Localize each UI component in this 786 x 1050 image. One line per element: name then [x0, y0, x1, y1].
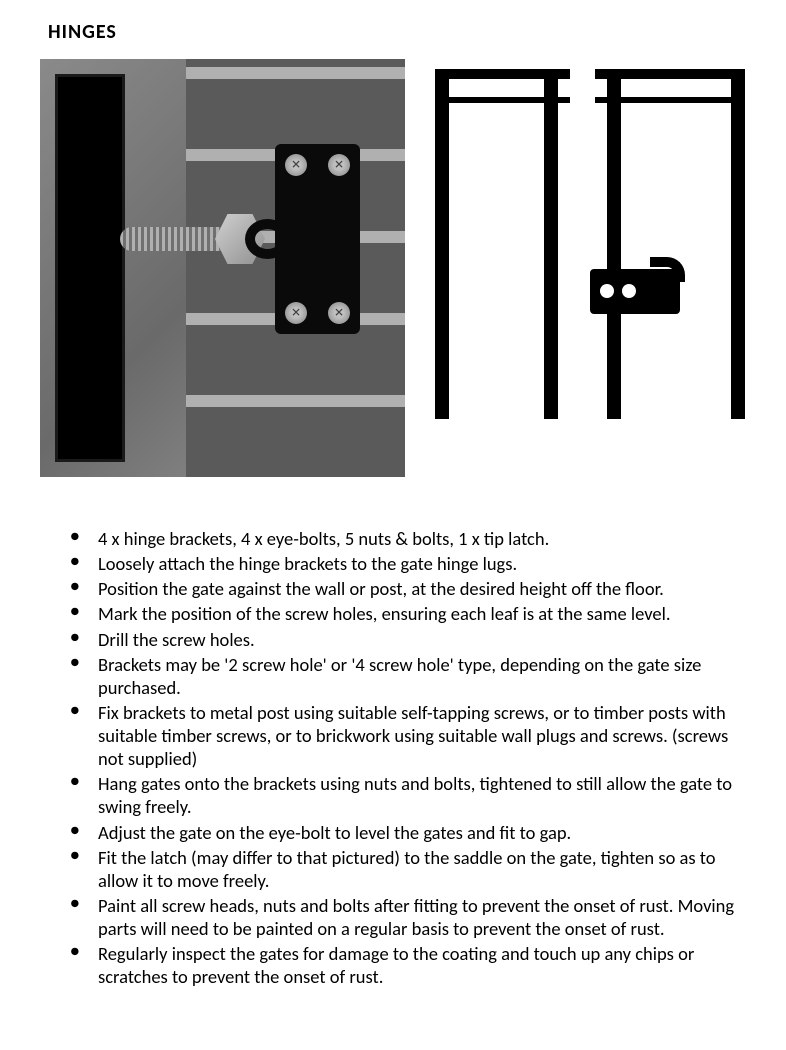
gate-frame-right-graphic: [595, 69, 745, 409]
list-item: Fit the latch (may differ to that pictur…: [70, 846, 746, 892]
list-item: Loosely attach the hinge brackets to the…: [70, 552, 746, 575]
instructions-section: 4 x hinge brackets, 4 x eye-bolts, 5 nut…: [40, 527, 746, 988]
screw-icon: [285, 302, 307, 324]
list-item: 4 x hinge brackets, 4 x eye-bolts, 5 nut…: [70, 527, 746, 550]
list-item: Position the gate against the wall or po…: [70, 577, 746, 600]
list-item: Hang gates onto the brackets using nuts …: [70, 772, 746, 818]
gate-frame-left-graphic: [435, 69, 570, 409]
hinge-photo: [40, 59, 405, 477]
latch-graphic: [590, 269, 680, 314]
screw-icon: [328, 302, 350, 324]
list-item: Mark the position of the screw holes, en…: [70, 602, 746, 625]
screw-icon: [285, 154, 307, 176]
eye-bolt-graphic: [120, 209, 300, 269]
list-item: Adjust the gate on the eye-bolt to level…: [70, 821, 746, 844]
images-row: [40, 59, 746, 477]
list-item: Paint all screw heads, nuts and bolts af…: [70, 894, 746, 940]
screw-icon: [328, 154, 350, 176]
eye-ring-graphic: [245, 219, 290, 259]
list-item: Fix brackets to metal post using suitabl…: [70, 701, 746, 770]
gate-latch-photo: [435, 69, 745, 409]
gate-post-graphic: [55, 74, 125, 462]
list-item: Drill the screw holes.: [70, 628, 746, 651]
list-item: Brackets may be '2 screw hole' or '4 scr…: [70, 653, 746, 699]
list-item: Regularly inspect the gates for damage t…: [70, 942, 746, 988]
instructions-list: 4 x hinge brackets, 4 x eye-bolts, 5 nut…: [70, 527, 746, 988]
page-heading: HINGES: [48, 20, 746, 44]
